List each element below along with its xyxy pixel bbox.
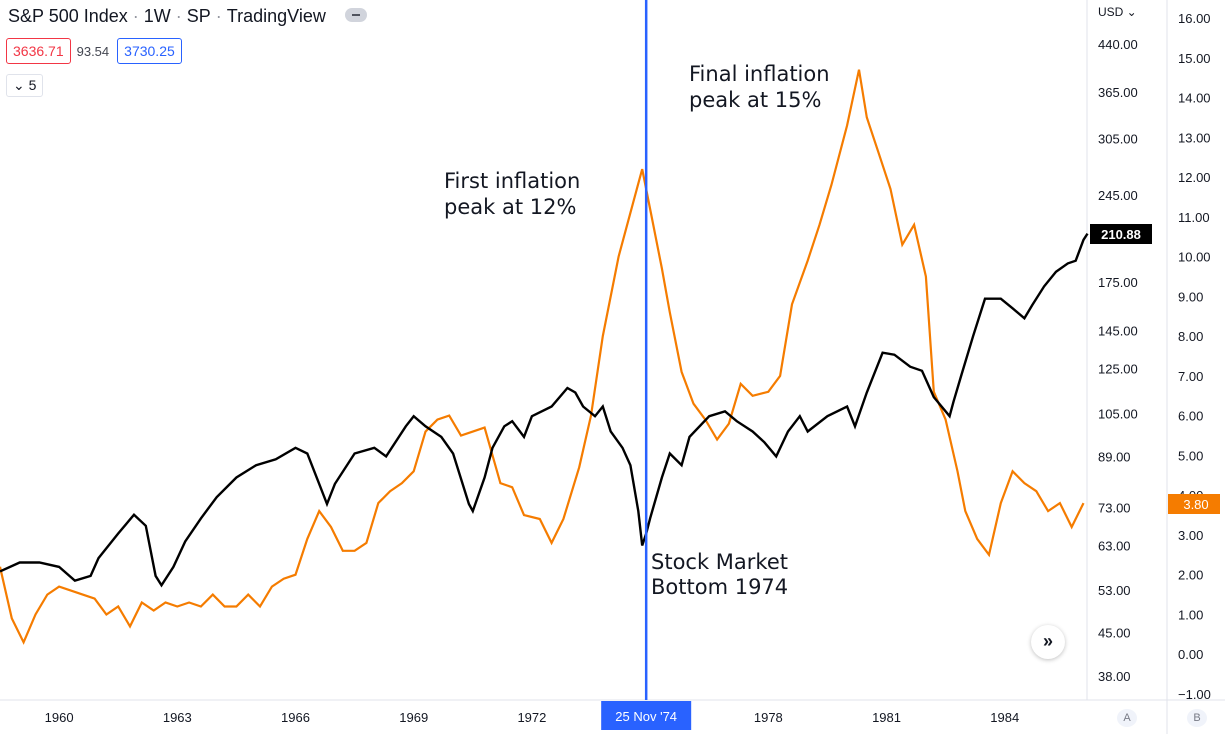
inflation-tick-label: 1.00 [1178, 607, 1203, 622]
price-tick-label: 73.00 [1098, 501, 1131, 516]
buy-value-box[interactable]: 3730.25 [117, 38, 182, 64]
price-tick-label: 440.00 [1098, 37, 1138, 52]
inflation-tick-label: 13.00 [1178, 130, 1211, 145]
currency-selector[interactable]: USD ⌄ [1098, 5, 1137, 19]
inflation-tick-label: 10.00 [1178, 250, 1211, 265]
price-tick-label: 38.00 [1098, 669, 1131, 684]
price-tick-label: 365.00 [1098, 85, 1138, 100]
inflation-tick-label: −1.00 [1178, 687, 1211, 702]
time-tick-label: 1969 [399, 710, 428, 725]
inflation-axis-auto-button[interactable]: B [1187, 709, 1207, 727]
price-axis[interactable]: 440.00 365.00 305.00 245.00 175.00 145.00 125.… [1098, 37, 1138, 684]
last-inflation-label: 3.80 [1183, 497, 1208, 512]
indicator-count: 5 [28, 77, 37, 93]
time-tick-label: 1963 [163, 710, 192, 725]
inflation-tick-label: 3.00 [1178, 528, 1203, 543]
time-tick-label: 1972 [517, 710, 546, 725]
symbol-name[interactable]: S&P 500 Index [8, 6, 128, 26]
annotation-final-peak-line1: Final inflation [689, 62, 830, 86]
inflation-tick-label: 8.00 [1178, 329, 1203, 344]
time-axis[interactable]: 1960 1963 1966 1969 1972 1978 1981 1984 [45, 710, 1020, 725]
chevron-down-icon: ⌄ [13, 77, 25, 93]
price-tick-label: 63.00 [1098, 539, 1131, 554]
exchange-label: SP [186, 6, 211, 26]
collapse-indicators-button[interactable]: ⌄ 5 [6, 74, 44, 97]
sell-value-box[interactable]: 3636.71 [6, 38, 71, 64]
price-tick-label: 53.00 [1098, 583, 1131, 598]
chart-legend: S&P 500 Index · 1W · SP · TradingView [8, 6, 367, 27]
annotation-first-peak-line2: peak at 12% [444, 195, 576, 219]
time-tick-label: 1984 [990, 710, 1019, 725]
inflation-axis[interactable]: 16.00 15.00 14.00 13.00 12.00 11.00 10.00 9.00 8… [1178, 11, 1211, 702]
price-tick-label: 175.00 [1098, 275, 1138, 290]
price-tick-label: 145.00 [1098, 323, 1138, 338]
last-price-label: 210.88 [1101, 227, 1141, 242]
price-tick-label: 89.00 [1098, 449, 1131, 464]
annotation-bottom-line2: Bottom 1974 [651, 575, 788, 599]
inflation-tick-label: 0.00 [1178, 647, 1203, 662]
last-inflation-tag [1168, 494, 1220, 514]
time-tick-label: 1960 [45, 710, 74, 725]
inflation-tick-label: 14.00 [1178, 91, 1211, 106]
inflation-tick-label: 7.00 [1178, 369, 1203, 384]
time-tick-label: 1981 [872, 710, 901, 725]
inflation-line [0, 69, 1085, 645]
inflation-tick-label: 2.00 [1178, 568, 1203, 583]
price-tick-label: 105.00 [1098, 407, 1138, 422]
chevron-down-icon: ⌄ [1123, 5, 1137, 19]
inflation-tick-label: 11.00 [1178, 210, 1210, 225]
crosshair-date-box [601, 701, 692, 730]
inflation-tick-label: 12.00 [1178, 170, 1211, 185]
source-label: TradingView [226, 6, 326, 26]
inflation-tick-label: 6.00 [1178, 409, 1203, 424]
time-tick-label: 1978 [754, 710, 783, 725]
price-tick-label: 45.00 [1098, 625, 1131, 640]
currency-label: USD [1098, 5, 1124, 19]
hide-legend-icon[interactable] [344, 8, 367, 23]
inflation-tick-label: 9.00 [1178, 289, 1203, 304]
interval-label[interactable]: 1W [143, 6, 171, 26]
annotation-final-peak-line2: peak at 15% [689, 88, 821, 112]
double-chevron-right-icon: » [1042, 631, 1053, 651]
annotation-first-peak-line1: First inflation [444, 169, 580, 193]
price-tick-label: 305.00 [1098, 132, 1138, 147]
price-tick-label: 245.00 [1098, 188, 1138, 203]
scroll-to-realtime-button[interactable]: » [1031, 625, 1065, 659]
sp500-line [0, 232, 1089, 588]
inflation-tick-label: 16.00 [1178, 11, 1211, 26]
crosshair-date-label: 25 Nov '74 [615, 709, 677, 724]
annotation-bottom-line1: Stock Market [651, 550, 788, 574]
price-axis-auto-button[interactable]: A [1117, 709, 1137, 727]
spread-value: 93.54 [76, 43, 110, 59]
price-tick-label: 125.00 [1098, 362, 1138, 377]
inflation-tick-label: 15.00 [1178, 51, 1211, 66]
last-price-tag [1090, 224, 1152, 244]
inflation-tick-label: 5.00 [1178, 448, 1203, 463]
time-tick-label: 1966 [281, 710, 310, 725]
value-readout: 3636.71 93.54 3730.25 [6, 38, 188, 64]
